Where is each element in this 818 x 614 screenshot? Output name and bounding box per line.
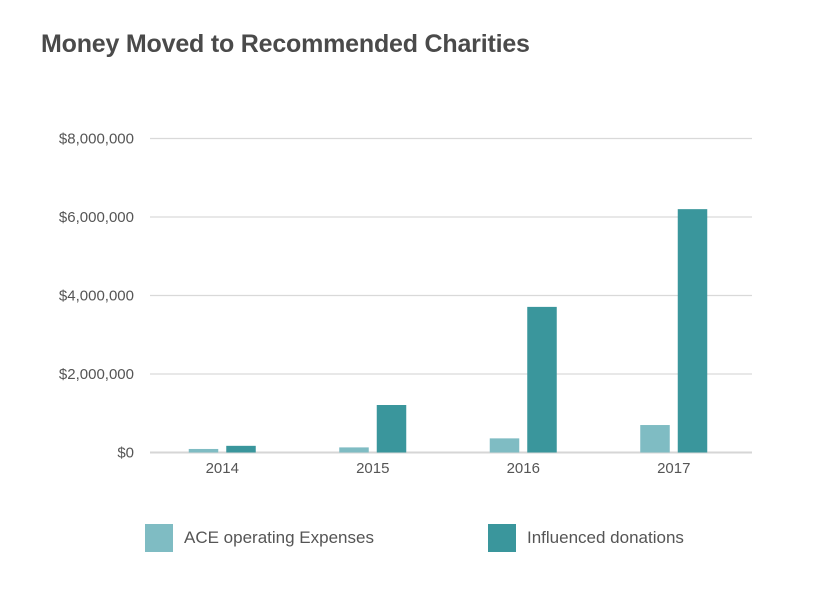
bar-influenced-2017 <box>677 209 708 453</box>
legend-item-influenced: Influenced donations <box>488 524 684 552</box>
legend-swatch <box>488 524 516 552</box>
y-tick-label: $4,000,000 <box>59 288 134 305</box>
bar-influenced-2015 <box>376 405 407 453</box>
bar-ace-2017 <box>640 425 670 453</box>
x-tick-label: 2014 <box>206 460 239 477</box>
bar-influenced-2014 <box>226 445 256 453</box>
chart-title: Money Moved to Recommended Charities <box>41 30 530 58</box>
x-tick-label: 2017 <box>657 460 690 477</box>
legend-label: ACE operating Expenses <box>184 528 374 547</box>
x-tick-label: 2015 <box>356 460 389 477</box>
legend-swatch <box>145 524 173 552</box>
x-tick-label: 2016 <box>507 460 540 477</box>
y-tick-label: $0 <box>117 445 134 462</box>
legend-item-ace: ACE operating Expenses <box>145 524 374 552</box>
bar-ace-2014 <box>188 448 219 453</box>
y-tick-label: $6,000,000 <box>59 209 134 226</box>
bar-ace-2015 <box>339 447 369 453</box>
bar-influenced-2016 <box>527 306 557 453</box>
y-tick-label: $8,000,000 <box>59 131 134 148</box>
legend-label: Influenced donations <box>527 528 684 547</box>
bar-ace-2016 <box>489 438 520 453</box>
y-tick-label: $2,000,000 <box>59 366 134 383</box>
